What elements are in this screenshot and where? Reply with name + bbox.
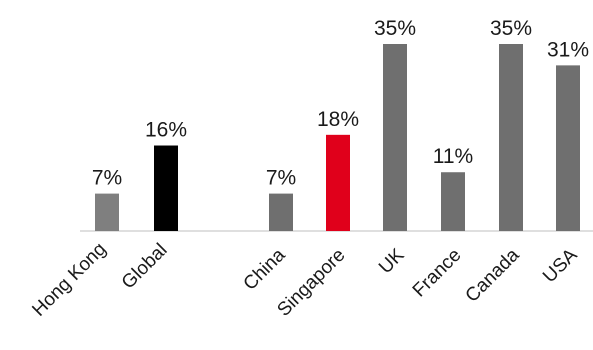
value-label-canada: 35% [490, 17, 532, 40]
value-label-usa: 31% [547, 38, 589, 61]
category-label-usa: USA [539, 244, 582, 287]
bar-uk [383, 44, 407, 231]
bar-china [269, 193, 293, 231]
category-label-global: Global [118, 240, 172, 294]
value-label-global: 16% [145, 119, 187, 142]
bar-global [154, 145, 178, 231]
bar-canada [499, 44, 523, 231]
category-label-france: France [409, 245, 466, 302]
category-label-hong-kong: Hong Kong [28, 239, 110, 321]
category-label-canada: Canada [462, 244, 524, 306]
bars-group [95, 44, 580, 231]
bar-usa [556, 65, 580, 231]
value-label-china: 7% [266, 167, 296, 190]
value-label-france: 11% [433, 145, 473, 168]
bar-singapore [326, 134, 350, 231]
category-label-uk: UK [375, 244, 409, 278]
value-label-singapore: 18% [317, 108, 359, 131]
category-label-china: China [240, 244, 290, 294]
value-labels-group: 7% 16% 7% 18% 35% 11% 35% 31% [92, 17, 589, 190]
bar-hong-kong [95, 193, 119, 231]
bar-france [441, 172, 465, 231]
value-label-uk: 35% [374, 17, 416, 40]
value-label-hong-kong: 7% [92, 167, 122, 190]
